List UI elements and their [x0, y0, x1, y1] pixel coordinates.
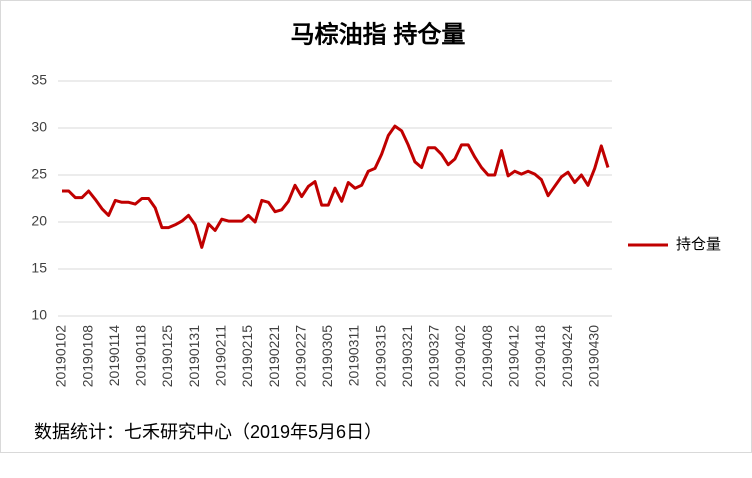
x-tick-label: 20190102: [53, 325, 69, 388]
x-tick-label: 20190221: [266, 325, 282, 388]
x-tick-label: 20190402: [452, 325, 468, 388]
x-tick-label: 20190315: [372, 325, 388, 388]
y-tick-label: 10: [31, 307, 47, 323]
x-tick-label: 20190408: [479, 325, 495, 388]
x-tick-label: 20190227: [292, 325, 308, 388]
x-tick-label: 20190311: [346, 325, 362, 386]
x-tick-label: 20190108: [79, 325, 95, 388]
x-tick-label: 20190424: [559, 325, 575, 388]
x-tick-label: 20190118: [133, 325, 149, 386]
x-tick-label: 20190131: [186, 325, 202, 388]
x-tick-label: 20190327: [426, 325, 442, 388]
x-tick-label: 20190430: [585, 325, 601, 388]
y-tick-label: 30: [31, 119, 47, 135]
chart-border: [0, 0, 752, 453]
y-tick-label: 35: [31, 72, 47, 88]
x-tick-label: 20190114: [106, 325, 122, 386]
x-tick-label: 20190211: [213, 325, 229, 386]
x-tick-label: 20190321: [399, 325, 415, 388]
x-tick-label: 20190412: [505, 325, 521, 388]
x-tick-label: 20190418: [532, 325, 548, 388]
series-line: [62, 124, 610, 249]
legend-label: 持仓量: [676, 236, 721, 253]
y-tick-label: 20: [31, 213, 47, 229]
y-tick-label: 25: [31, 166, 47, 182]
source-note: 数据统计：七禾研究中心（2019年5月6日）: [34, 422, 382, 442]
chart-title: 马棕油指 持仓量: [291, 20, 466, 48]
x-tick-label: 20190125: [159, 325, 175, 388]
x-tick-label: 20190305: [319, 325, 335, 388]
y-tick-label: 15: [31, 260, 47, 276]
x-tick-label: 20190215: [239, 325, 255, 388]
